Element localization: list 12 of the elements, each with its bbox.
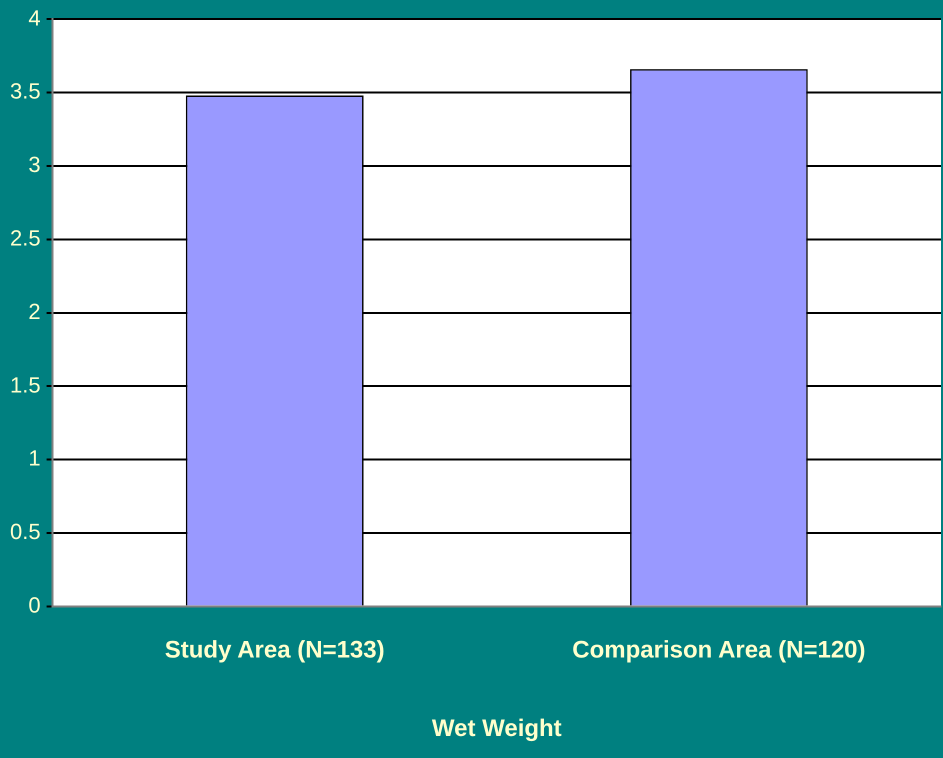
- y-tick-label: 2.5: [10, 225, 41, 250]
- x-tick-label: Comparison Area (N=120): [572, 636, 866, 664]
- y-tick-label: 0.5: [10, 519, 41, 544]
- y-tick-label: 3.5: [10, 78, 41, 104]
- y-tick-label: 3: [28, 152, 41, 178]
- x-axis-title: Wet Weight: [432, 715, 562, 742]
- x-tick-label: Study Area (N=133): [164, 636, 385, 664]
- y-tick-label: 2: [28, 298, 41, 324]
- y-tick-label: 1: [28, 446, 41, 471]
- y-tick-label: 1.5: [10, 372, 41, 398]
- y-tick-label: 4: [28, 5, 41, 30]
- y-tick-label: 0: [28, 592, 41, 618]
